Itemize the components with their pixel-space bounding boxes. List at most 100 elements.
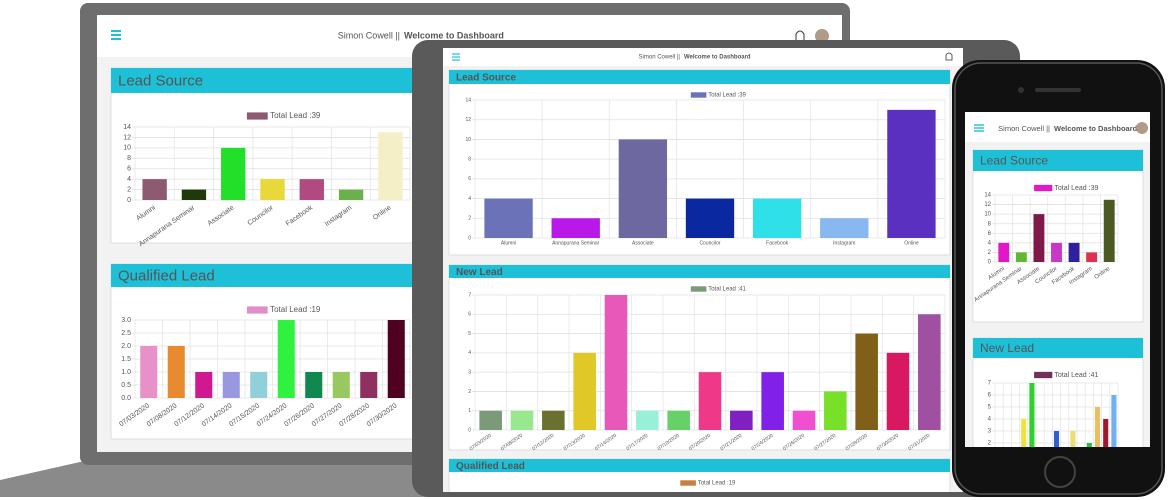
y-tick-label: 10 <box>465 137 471 143</box>
legend-swatch <box>690 92 707 98</box>
y-tick-label: 3.0 <box>121 317 131 324</box>
panel-title: Qualified Lead <box>456 461 525 472</box>
header-bar <box>965 112 1150 142</box>
bar <box>886 352 910 430</box>
bar <box>618 139 668 238</box>
bar <box>332 372 350 398</box>
bell-icon[interactable] <box>795 30 805 43</box>
legend-swatch <box>246 306 268 314</box>
y-tick-label: 8 <box>468 156 471 162</box>
y-tick-label: 12 <box>465 117 471 123</box>
bar <box>260 179 285 200</box>
panel-card <box>110 263 432 440</box>
y-tick-label: 12 <box>984 202 991 208</box>
bell-icon[interactable] <box>945 52 953 61</box>
y-tick-label: 4 <box>468 350 471 356</box>
x-tick-label: Annapurana Seminar <box>552 240 600 246</box>
y-tick-label: 1.0 <box>121 369 131 376</box>
panel-title: New Lead <box>980 341 1034 355</box>
bar <box>277 320 295 398</box>
bar <box>1086 252 1098 262</box>
bar <box>338 189 364 200</box>
y-tick-label: 5 <box>988 405 992 411</box>
home-button[interactable] <box>1044 456 1076 488</box>
y-tick-label: 14 <box>123 124 131 131</box>
bar <box>479 410 502 430</box>
bar <box>1015 252 1027 262</box>
bar <box>1021 419 1027 447</box>
panel-title-bar <box>449 459 950 472</box>
user-name: Simon Cowell || <box>998 124 1050 133</box>
y-tick-label: 4 <box>127 176 131 183</box>
phone-edge <box>954 62 1163 495</box>
x-tick-label: Associate <box>632 240 654 246</box>
bar <box>167 346 185 398</box>
legend-swatch <box>690 286 707 292</box>
y-tick-label: 2 <box>988 250 992 256</box>
y-tick-label: 0.5 <box>121 382 131 389</box>
y-tick-label: 2 <box>988 441 992 447</box>
bar <box>667 410 690 430</box>
bar <box>998 242 1010 262</box>
bar <box>752 198 802 238</box>
welcome-text: Welcome to Dashboard <box>404 30 504 40</box>
bar <box>551 218 600 238</box>
panel-title-bar <box>449 265 950 278</box>
menu-icon[interactable] <box>452 53 460 61</box>
panel-title-bar <box>111 68 431 93</box>
y-tick-label: 0 <box>127 197 131 204</box>
phone-content: Simon Cowell || Welcome to Dashboard Lea… <box>965 112 1150 447</box>
phone-camera <box>1018 87 1024 93</box>
bar <box>1053 431 1060 447</box>
y-tick-label: 6 <box>468 176 471 182</box>
bar <box>855 333 878 430</box>
bar <box>1033 214 1045 262</box>
bar <box>604 295 628 430</box>
tablet-content: Simon Cowell || Welcome to Dashboard Lea… <box>443 48 963 492</box>
y-tick-label: 0 <box>468 235 471 241</box>
bar <box>1070 431 1076 447</box>
y-tick-label: 3 <box>988 429 992 435</box>
x-tick-label: Councilor <box>699 240 720 246</box>
y-tick-label: 8 <box>127 155 131 162</box>
y-tick-label: 7 <box>468 292 471 298</box>
bar <box>887 109 936 238</box>
y-tick-label: 2.0 <box>121 343 131 350</box>
y-tick-label: 8 <box>988 221 992 227</box>
legend-label: Total Lead :39 <box>1054 185 1098 192</box>
bar <box>820 218 869 238</box>
panel-title: Qualified Lead <box>118 267 215 284</box>
y-tick-label: 6 <box>988 231 992 237</box>
y-tick-label: 0 <box>988 260 992 266</box>
bar <box>730 410 753 430</box>
bar <box>573 352 596 430</box>
legend-swatch <box>680 480 696 486</box>
user-name: Simon Cowell || <box>639 55 681 61</box>
panel-card <box>110 67 432 244</box>
bar <box>140 346 158 398</box>
laptop-content: Simon Cowell || Welcome to Dashboard Lea… <box>97 15 842 440</box>
welcome-text: Welcome to Dashboard <box>684 55 751 61</box>
bar <box>484 198 533 238</box>
y-tick-label: 6 <box>127 166 131 173</box>
bar <box>510 410 534 430</box>
y-tick-label: 1 <box>468 408 471 414</box>
avatar[interactable] <box>815 29 829 43</box>
bar <box>195 372 213 398</box>
panel-title-bar <box>111 264 431 287</box>
menu-icon[interactable] <box>974 124 984 132</box>
menu-icon[interactable] <box>111 30 121 40</box>
y-tick-label: 4 <box>988 417 992 423</box>
bar <box>918 314 941 430</box>
bar <box>305 372 323 398</box>
phone-speaker <box>1035 88 1081 92</box>
legend-swatch <box>1034 184 1053 192</box>
x-tick-label: Instagram <box>833 240 855 246</box>
legend-label: Total Lead :19 <box>270 305 321 314</box>
header-bar <box>443 48 963 66</box>
bar <box>792 410 816 430</box>
legend-label: Total Lead :19 <box>698 481 736 487</box>
avatar[interactable] <box>1136 122 1148 134</box>
